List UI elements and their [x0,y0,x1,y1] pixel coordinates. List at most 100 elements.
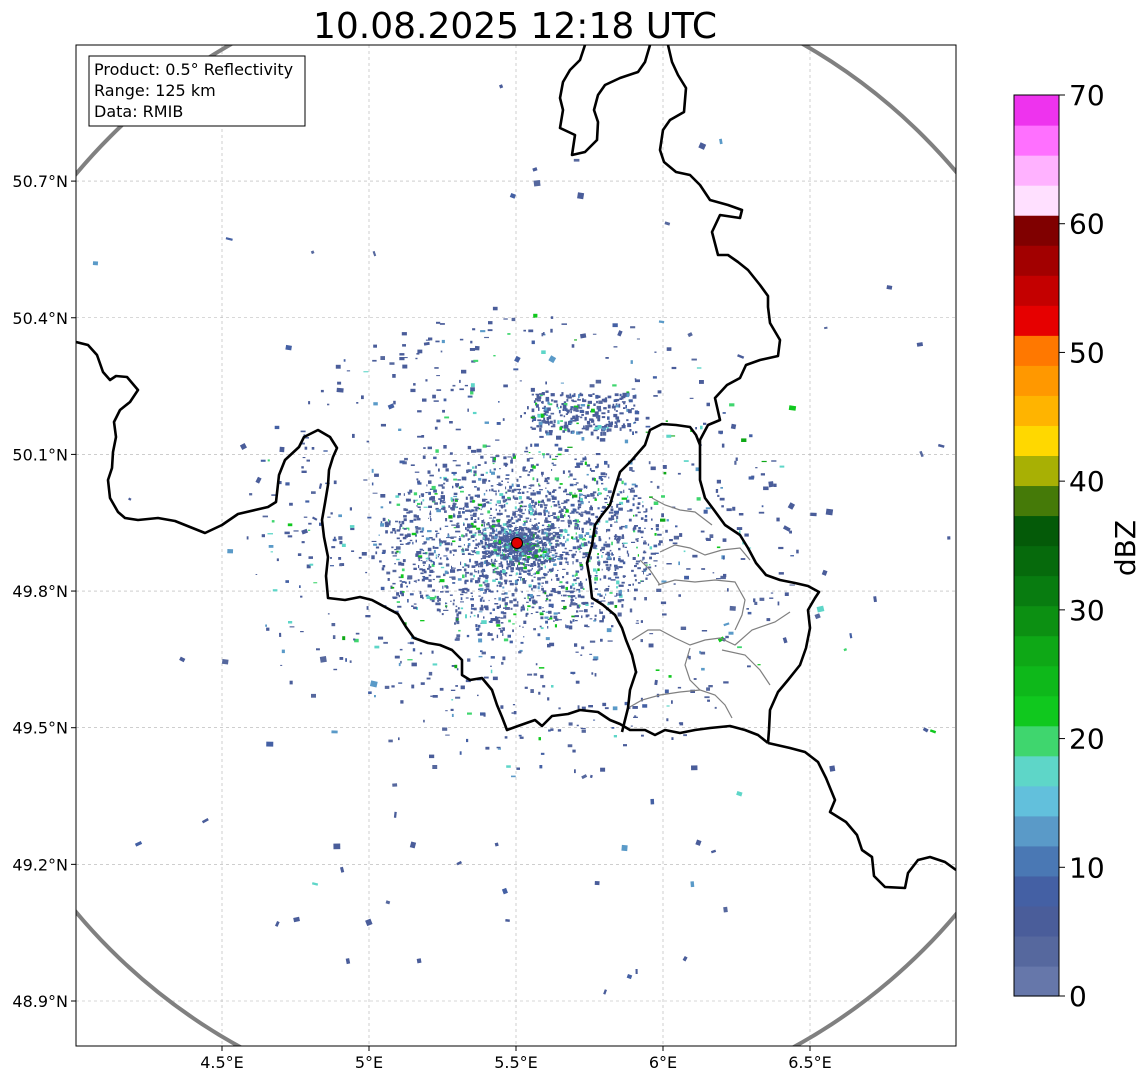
echo-pixel [533,673,538,676]
echo-pixel [591,522,595,525]
echo-pixel [575,511,579,514]
echo-pixel [539,541,543,544]
echo-pixel [311,882,319,886]
echo-pixel [608,420,610,423]
echo-pixel [505,549,510,552]
echo-pixel [419,508,421,511]
colorbar-segment [1014,875,1059,907]
echo-pixel [517,531,520,533]
echo-pixel [559,542,563,545]
echo-pixel [548,729,551,732]
echo-pixel [488,555,490,558]
colorbar-segment [1014,605,1059,637]
echo-pixel [495,617,499,621]
echo-pixel [514,554,519,557]
echo-pixel [308,401,311,405]
echo-pixel [624,546,627,548]
echo-pixel [415,357,418,360]
echo-pixel [413,580,417,582]
echo-pixel [655,524,659,528]
colorbar-segment [1014,455,1059,487]
echo-pixel [453,536,457,538]
echo-pixel [384,522,387,525]
echo-pixel [327,613,330,615]
echo-pixel [692,554,698,558]
echo-pixel [422,549,425,552]
echo-pixel [436,575,441,578]
echo-pixel [444,585,447,587]
echo-pixel [539,625,542,628]
echo-pixel [380,494,386,498]
echo-pixel [604,497,608,500]
echo-pixel [483,592,487,594]
echo-pixel [530,613,533,615]
echo-pixel [605,423,610,426]
echo-pixel [527,548,530,551]
echo-pixel [640,620,643,623]
echo-pixel [588,501,590,503]
echo-pixel [619,427,622,431]
echo-pixel [572,494,578,498]
echo-pixel [260,459,266,462]
echo-pixel [541,528,544,532]
echo-pixel [618,539,620,542]
echo-pixel [455,498,459,500]
echo-pixel [460,593,464,596]
echo-pixel [757,664,761,666]
echo-pixel [507,497,511,501]
echo-pixel [617,535,621,540]
echo-pixel [586,405,590,409]
echo-pixel [478,565,480,568]
echo-pixel [417,579,420,582]
echo-pixel [557,407,560,410]
echo-pixel [613,572,618,576]
echo-pixel [489,499,493,501]
echo-pixel [541,585,543,587]
echo-pixel [621,425,626,429]
colorbar-label: dBZ [1109,520,1142,576]
echo-pixel [339,657,344,660]
echo-pixel [574,615,579,618]
echo-pixel [504,580,507,585]
echo-pixel [600,767,606,772]
echo-pixel [577,545,581,550]
echo-pixel [455,464,461,467]
echo-pixel [365,918,373,927]
echo-pixel [589,395,593,397]
echo-pixel [575,519,579,523]
echo-pixel [636,546,638,549]
echo-pixel [567,446,573,448]
echo-pixel [472,525,477,528]
echo-pixel [569,512,572,514]
echo-pixel [555,546,557,548]
echo-pixel [633,404,636,407]
echo-pixel [528,584,532,588]
echo-pixel [583,542,588,546]
echo-pixel [538,407,540,411]
echo-pixel [472,411,477,415]
echo-pixel [650,466,656,471]
echo-pixel [492,518,494,521]
echo-pixel [375,551,378,555]
echo-pixel [371,482,374,486]
echo-pixel [614,605,618,608]
echo-pixel [587,404,590,406]
echo-pixel [600,638,603,642]
echo-pixel [653,544,658,548]
echo-pixel [537,633,541,637]
echo-pixel [498,401,500,403]
echo-pixel [554,559,557,561]
echo-pixel [485,489,488,492]
echo-pixel [500,554,504,557]
echo-pixel [645,508,648,513]
echo-pixel [536,425,539,428]
echo-pixel [577,594,581,598]
echo-pixel [541,542,546,546]
echo-pixel [589,467,592,471]
echo-pixel [387,403,395,410]
echo-pixel [632,395,637,399]
echo-pixel [496,746,501,749]
echo-pixel [451,507,455,511]
echo-pixel [415,553,419,557]
echo-pixel [490,558,493,563]
